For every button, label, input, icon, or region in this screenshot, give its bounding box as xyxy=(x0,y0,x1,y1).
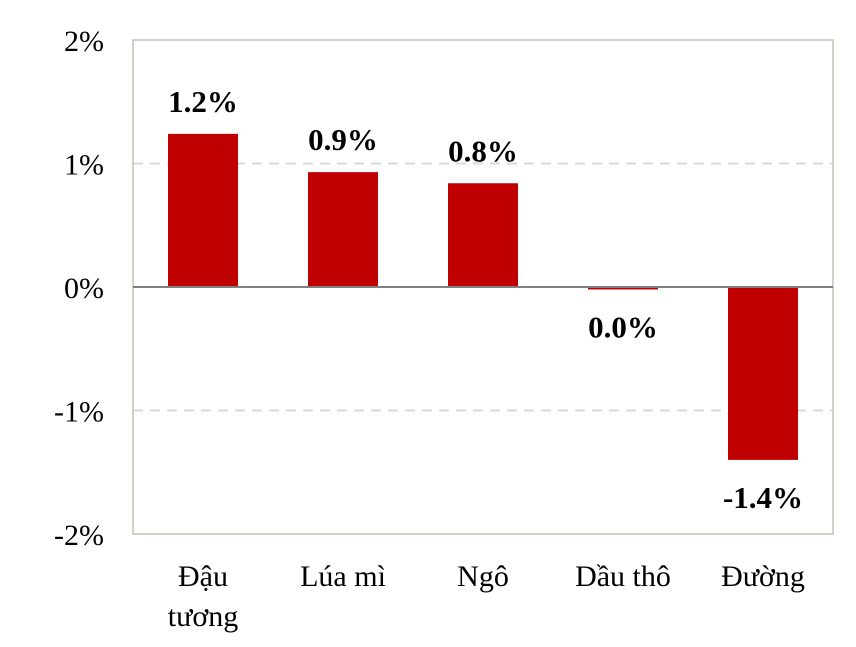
x-axis-categories: Đậu tương Lúa mì Ngô Dầu thô Đường xyxy=(168,560,805,633)
y-tick-label: 1% xyxy=(64,149,104,182)
gridlines xyxy=(133,162,833,412)
x-category-label: Đậu tương xyxy=(168,560,238,633)
y-tick-label: 0% xyxy=(64,272,104,305)
bar xyxy=(308,172,378,287)
bar xyxy=(728,287,798,460)
data-labels: 1.2% 0.9% 0.8% 0.0% -1.4% xyxy=(168,84,803,515)
bar xyxy=(448,183,518,287)
data-label: 1.2% xyxy=(168,84,238,119)
y-tick-label: -2% xyxy=(54,519,104,552)
y-axis-ticks: 2% 1% 0% -1% -2% xyxy=(54,25,104,552)
x-category-label: Ngô xyxy=(457,560,509,593)
x-category-label: Đường xyxy=(721,560,805,593)
data-label: 0.8% xyxy=(448,133,518,168)
data-label: 0.9% xyxy=(308,122,378,157)
bars xyxy=(168,133,798,460)
bar xyxy=(168,133,238,287)
y-tick-label: 2% xyxy=(64,25,104,58)
y-tick-label: -1% xyxy=(54,396,104,429)
x-category-label: Lúa mì xyxy=(300,560,386,593)
x-category-label: Dầu thô xyxy=(575,560,671,593)
data-label: 0.0% xyxy=(588,309,658,344)
bar xyxy=(588,287,658,290)
data-label: -1.4% xyxy=(723,480,803,515)
